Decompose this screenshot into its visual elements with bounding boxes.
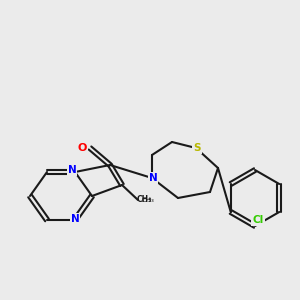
Text: Cl: Cl xyxy=(252,215,264,225)
Text: O: O xyxy=(77,143,87,153)
Text: CH₃: CH₃ xyxy=(142,197,155,203)
Text: S: S xyxy=(193,143,201,153)
Text: N: N xyxy=(68,165,76,175)
Text: CH₃: CH₃ xyxy=(136,196,152,205)
Text: N: N xyxy=(70,214,80,224)
Text: N: N xyxy=(148,173,158,183)
